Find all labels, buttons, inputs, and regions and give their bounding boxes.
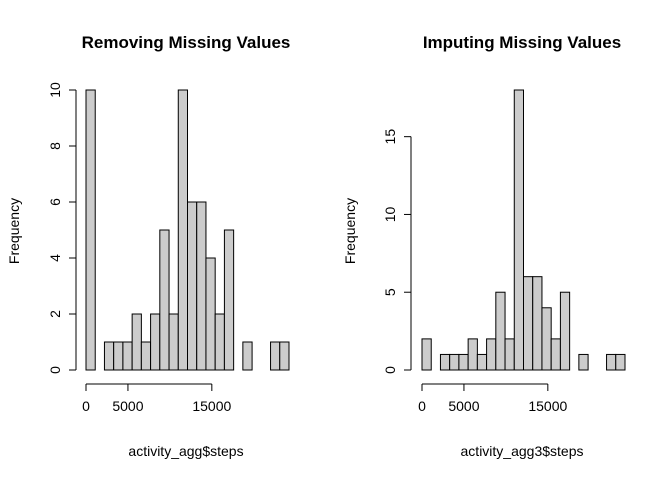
histogram-bar xyxy=(279,341,290,371)
x-axis-label: activity_agg3$steps xyxy=(461,443,584,459)
histogram-bar xyxy=(85,89,96,371)
y-tick-label: 15 xyxy=(382,129,398,145)
y-axis: 0 2 4 6 8 10 xyxy=(47,82,77,374)
x-axis: 0 5000 15000 xyxy=(82,383,232,414)
histogram-bar xyxy=(439,353,451,371)
histogram-bar xyxy=(513,89,525,371)
histogram-bar xyxy=(421,338,432,371)
chart-title: Imputing Missing Values xyxy=(423,33,621,52)
histogram-bar xyxy=(122,341,133,371)
histogram-bar xyxy=(270,341,281,371)
y-tick-label: 0 xyxy=(382,366,398,374)
histogram-bar xyxy=(196,201,207,371)
histogram-panel-removing-missing: Removing Missing Values activity_agg$ste… xyxy=(6,33,290,459)
x-tick-label: 5000 xyxy=(112,398,143,414)
y-tick-label: 10 xyxy=(382,206,398,222)
y-tick-label: 6 xyxy=(47,198,63,206)
chart-title: Removing Missing Values xyxy=(82,33,291,52)
histogram-bar xyxy=(150,313,161,371)
histogram-bar xyxy=(495,291,506,371)
y-tick-label: 5 xyxy=(382,288,398,296)
histogram-bar xyxy=(103,341,115,371)
histogram-bar xyxy=(615,353,626,371)
histogram-bar xyxy=(458,353,469,371)
histogram-bar xyxy=(214,313,225,371)
x-tick-label: 0 xyxy=(418,398,426,414)
histogram-bar xyxy=(168,313,179,371)
histogram-bar xyxy=(113,341,124,371)
histogram-bar xyxy=(187,201,198,371)
histogram-bar xyxy=(578,353,589,371)
histogram-bar xyxy=(467,338,478,371)
histogram-bar xyxy=(205,257,216,371)
y-axis-label: Frequency xyxy=(6,198,22,264)
histogram-bar xyxy=(532,276,543,371)
y-tick-label: 4 xyxy=(47,254,63,262)
histogram-bar xyxy=(449,353,460,371)
histogram-bar xyxy=(140,341,152,371)
y-tick-label: 8 xyxy=(47,142,63,150)
x-tick-label: 15000 xyxy=(528,398,567,414)
x-axis: 0 5000 15000 xyxy=(418,383,568,414)
histogram-bar xyxy=(131,313,142,371)
y-tick-label: 10 xyxy=(47,82,63,98)
histogram-bar xyxy=(242,341,253,371)
x-axis-label: activity_agg$steps xyxy=(128,443,243,459)
histogram-bar xyxy=(559,291,571,371)
x-tick-label: 0 xyxy=(82,398,90,414)
histogram-bar xyxy=(550,338,561,371)
histogram-bar xyxy=(541,307,552,371)
histogram-bar xyxy=(486,338,497,371)
x-tick-label: 5000 xyxy=(448,398,479,414)
histogram-bar xyxy=(223,229,235,371)
x-tick-label: 15000 xyxy=(192,398,231,414)
y-axis: 0 5 10 15 xyxy=(382,129,412,374)
bars xyxy=(421,89,626,371)
histogram-bar xyxy=(504,338,515,371)
histogram-bar xyxy=(177,89,189,371)
bars xyxy=(85,89,290,371)
histogram-panel-imputing-missing: Imputing Missing Values activity_agg3$st… xyxy=(342,33,626,459)
histogram-bar xyxy=(606,353,617,371)
y-tick-label: 0 xyxy=(47,366,63,374)
histogram-bar xyxy=(523,276,534,371)
histogram-bar xyxy=(476,353,488,371)
y-axis-label: Frequency xyxy=(342,198,358,264)
histogram-bar xyxy=(159,229,170,371)
y-tick-label: 2 xyxy=(47,310,63,318)
